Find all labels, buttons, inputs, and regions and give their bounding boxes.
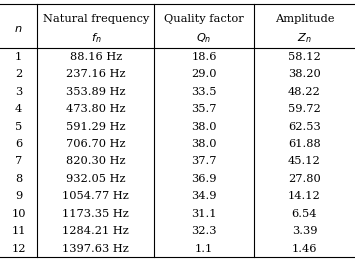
Text: 6: 6 <box>15 139 22 149</box>
Text: 1: 1 <box>15 52 22 62</box>
Text: 32.3: 32.3 <box>191 226 217 236</box>
Text: 38.20: 38.20 <box>288 69 321 79</box>
Text: Amplitude: Amplitude <box>275 15 334 24</box>
Text: 7: 7 <box>15 157 22 166</box>
Text: 88.16 Hz: 88.16 Hz <box>70 52 122 62</box>
Text: 34.9: 34.9 <box>191 191 217 201</box>
Text: 10: 10 <box>11 209 26 219</box>
Text: 1284.21 Hz: 1284.21 Hz <box>62 226 129 236</box>
Text: 35.7: 35.7 <box>191 104 217 114</box>
Text: 6.54: 6.54 <box>292 209 317 219</box>
Text: 1054.77 Hz: 1054.77 Hz <box>62 191 129 201</box>
Text: 9: 9 <box>15 191 22 201</box>
Text: 61.88: 61.88 <box>288 139 321 149</box>
Text: 45.12: 45.12 <box>288 157 321 166</box>
Text: 36.9: 36.9 <box>191 174 217 184</box>
Text: $n$: $n$ <box>15 24 23 34</box>
Text: 12: 12 <box>11 244 26 254</box>
Text: 38.0: 38.0 <box>191 122 217 132</box>
Text: 59.72: 59.72 <box>288 104 321 114</box>
Text: 2: 2 <box>15 69 22 79</box>
Text: Natural frequency: Natural frequency <box>43 15 149 24</box>
Text: 4: 4 <box>15 104 22 114</box>
Text: 8: 8 <box>15 174 22 184</box>
Text: $Z_n$: $Z_n$ <box>297 31 312 45</box>
Text: 27.80: 27.80 <box>288 174 321 184</box>
Text: 62.53: 62.53 <box>288 122 321 132</box>
Text: 1397.63 Hz: 1397.63 Hz <box>62 244 129 254</box>
Text: 18.6: 18.6 <box>191 52 217 62</box>
Text: 1173.35 Hz: 1173.35 Hz <box>62 209 129 219</box>
Text: 473.80 Hz: 473.80 Hz <box>66 104 126 114</box>
Text: 591.29 Hz: 591.29 Hz <box>66 122 126 132</box>
Text: 932.05 Hz: 932.05 Hz <box>66 174 126 184</box>
Text: 5: 5 <box>15 122 22 132</box>
Text: 820.30 Hz: 820.30 Hz <box>66 157 126 166</box>
Text: 48.22: 48.22 <box>288 87 321 97</box>
Text: 33.5: 33.5 <box>191 87 217 97</box>
Text: $f_n$: $f_n$ <box>91 31 101 45</box>
Text: 38.0: 38.0 <box>191 139 217 149</box>
Text: 237.16 Hz: 237.16 Hz <box>66 69 126 79</box>
Text: 706.70 Hz: 706.70 Hz <box>66 139 126 149</box>
Text: $Q_n$: $Q_n$ <box>196 31 212 45</box>
Text: 3: 3 <box>15 87 22 97</box>
Text: 1.1: 1.1 <box>195 244 213 254</box>
Text: 353.89 Hz: 353.89 Hz <box>66 87 126 97</box>
Text: 11: 11 <box>11 226 26 236</box>
Text: 14.12: 14.12 <box>288 191 321 201</box>
Text: Quality factor: Quality factor <box>164 15 244 24</box>
Text: 29.0: 29.0 <box>191 69 217 79</box>
Text: 58.12: 58.12 <box>288 52 321 62</box>
Text: 31.1: 31.1 <box>191 209 217 219</box>
Text: 1.46: 1.46 <box>292 244 317 254</box>
Text: 37.7: 37.7 <box>191 157 217 166</box>
Text: 3.39: 3.39 <box>292 226 317 236</box>
